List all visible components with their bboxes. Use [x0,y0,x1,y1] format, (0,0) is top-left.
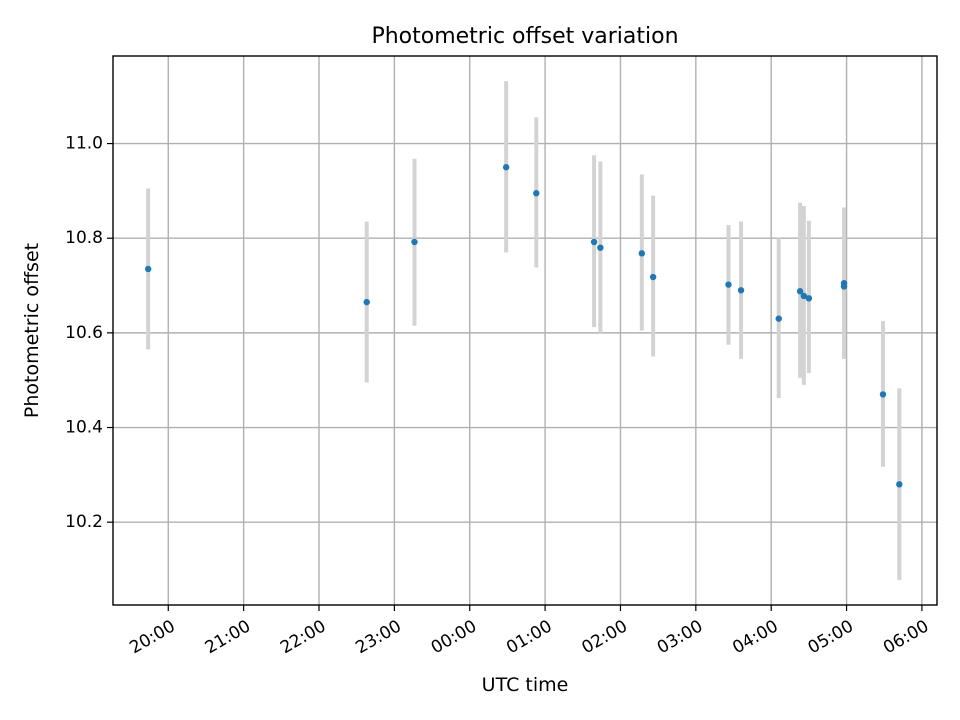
chart-title: Photometric offset variation [371,24,678,49]
x-axis-label: UTC time [482,674,569,696]
data-point [775,315,782,322]
data-point [363,298,370,306]
data-point [533,190,540,197]
data-point [800,292,808,300]
data-point [502,164,510,171]
y-tick-label: 10.8 [65,228,103,248]
data-point [725,281,732,288]
data-point [840,283,848,290]
data-point [638,250,646,257]
data-point [737,287,745,294]
data-point [649,273,657,281]
data-point [896,481,903,488]
data-point [590,238,598,246]
y-tick-label: 10.6 [65,323,103,343]
data-point [597,244,604,251]
plot-frame [112,55,938,606]
y-axis-label: Photometric offset [21,243,43,418]
data-point [879,391,887,398]
data-point [144,265,152,273]
y-tick-label: 11.0 [65,134,103,154]
data-point [796,288,804,295]
data-points [144,164,903,488]
data-point [805,295,813,302]
data-point [411,238,418,246]
y-tick-label: 10.2 [65,512,103,532]
y-tick-label: 10.4 [65,418,103,438]
y-axis-ticks: 10.2 10.4 10.6 10.8 11.0 [65,134,113,532]
